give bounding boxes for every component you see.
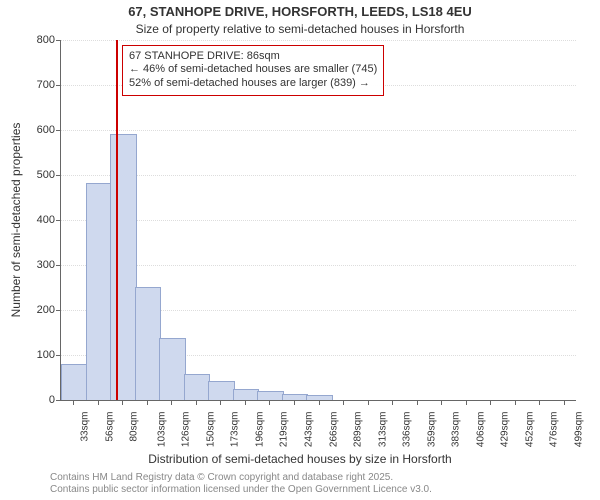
x-tick-mark xyxy=(269,400,270,405)
x-tick-mark xyxy=(73,400,74,405)
x-tick-mark xyxy=(515,400,516,405)
credits-block: Contains HM Land Registry data © Crown c… xyxy=(50,472,432,496)
x-tick-label: 196sqm xyxy=(254,412,265,448)
x-tick-mark xyxy=(539,400,540,405)
x-tick-mark xyxy=(245,400,246,405)
x-tick-label: 80sqm xyxy=(129,412,140,442)
annotation-line-1: 67 STANHOPE DRIVE: 86sqm xyxy=(129,50,377,64)
x-tick-mark xyxy=(368,400,369,405)
grid-line xyxy=(61,130,576,131)
y-tick-label: 300 xyxy=(37,259,61,271)
x-tick-mark xyxy=(196,400,197,405)
x-tick-mark xyxy=(294,400,295,405)
x-tick-label: 429sqm xyxy=(499,412,510,448)
x-tick-mark xyxy=(490,400,491,405)
x-tick-mark xyxy=(147,400,148,405)
grid-line xyxy=(61,220,576,221)
x-axis-label: Distribution of semi-detached houses by … xyxy=(0,452,600,466)
x-tick-label: 173sqm xyxy=(230,412,241,448)
x-tick-mark xyxy=(441,400,442,405)
x-tick-label: 336sqm xyxy=(401,412,412,448)
y-tick-label: 100 xyxy=(37,349,61,361)
x-tick-mark xyxy=(319,400,320,405)
x-tick-label: 313sqm xyxy=(377,412,388,448)
y-axis-label: Number of semi-detached properties xyxy=(9,123,23,318)
credit-line-2: Contains public sector information licen… xyxy=(50,484,432,496)
x-tick-label: 266sqm xyxy=(328,412,339,448)
x-tick-mark xyxy=(564,400,565,405)
x-tick-label: 499sqm xyxy=(573,412,584,448)
histogram-bar xyxy=(135,287,162,400)
histogram-bar xyxy=(184,374,211,400)
x-tick-label: 56sqm xyxy=(104,412,115,442)
histogram-bar xyxy=(208,381,235,400)
x-tick-label: 126sqm xyxy=(181,412,192,448)
grid-line xyxy=(61,40,576,41)
x-tick-label: 476sqm xyxy=(548,412,559,448)
y-tick-label: 600 xyxy=(37,124,61,136)
x-tick-mark xyxy=(417,400,418,405)
x-tick-mark xyxy=(122,400,123,405)
credit-line-1: Contains HM Land Registry data © Crown c… xyxy=(50,472,432,484)
annotation-line-3: 52% of semi-detached houses are larger (… xyxy=(129,77,377,91)
histogram-bar xyxy=(159,338,186,400)
grid-line xyxy=(61,265,576,266)
chart-title: 67, STANHOPE DRIVE, HORSFORTH, LEEDS, LS… xyxy=(0,4,600,19)
x-tick-mark xyxy=(392,400,393,405)
reference-line xyxy=(116,40,118,400)
y-tick-label: 700 xyxy=(37,79,61,91)
x-tick-label: 33sqm xyxy=(80,412,91,442)
annotation-line-2: ← 46% of semi-detached houses are smalle… xyxy=(129,63,377,77)
x-tick-mark xyxy=(171,400,172,405)
histogram-bar xyxy=(110,134,137,400)
grid-line xyxy=(61,175,576,176)
x-tick-label: 359sqm xyxy=(426,412,437,448)
annotation-box: 67 STANHOPE DRIVE: 86sqm ← 46% of semi-d… xyxy=(122,45,384,96)
x-tick-label: 150sqm xyxy=(205,412,216,448)
y-tick-label: 200 xyxy=(37,304,61,316)
x-tick-mark xyxy=(220,400,221,405)
plot-area: 010020030040050060070080033sqm56sqm80sqm… xyxy=(60,40,576,401)
x-tick-mark xyxy=(343,400,344,405)
x-tick-label: 243sqm xyxy=(303,412,314,448)
x-tick-label: 406sqm xyxy=(475,412,486,448)
chart-container: 67, STANHOPE DRIVE, HORSFORTH, LEEDS, LS… xyxy=(0,0,600,500)
x-tick-label: 103sqm xyxy=(156,412,167,448)
histogram-bar xyxy=(61,364,88,400)
histogram-bar xyxy=(233,389,260,400)
chart-subtitle: Size of property relative to semi-detach… xyxy=(0,22,600,36)
x-tick-label: 383sqm xyxy=(450,412,461,448)
histogram-bar xyxy=(86,183,113,400)
histogram-bar xyxy=(257,391,284,400)
y-tick-label: 800 xyxy=(37,34,61,46)
x-tick-label: 289sqm xyxy=(352,412,363,448)
x-tick-label: 219sqm xyxy=(279,412,290,448)
y-tick-label: 400 xyxy=(37,214,61,226)
x-tick-mark xyxy=(98,400,99,405)
x-tick-label: 452sqm xyxy=(524,412,535,448)
y-tick-label: 0 xyxy=(49,394,61,406)
y-tick-label: 500 xyxy=(37,169,61,181)
x-tick-mark xyxy=(466,400,467,405)
